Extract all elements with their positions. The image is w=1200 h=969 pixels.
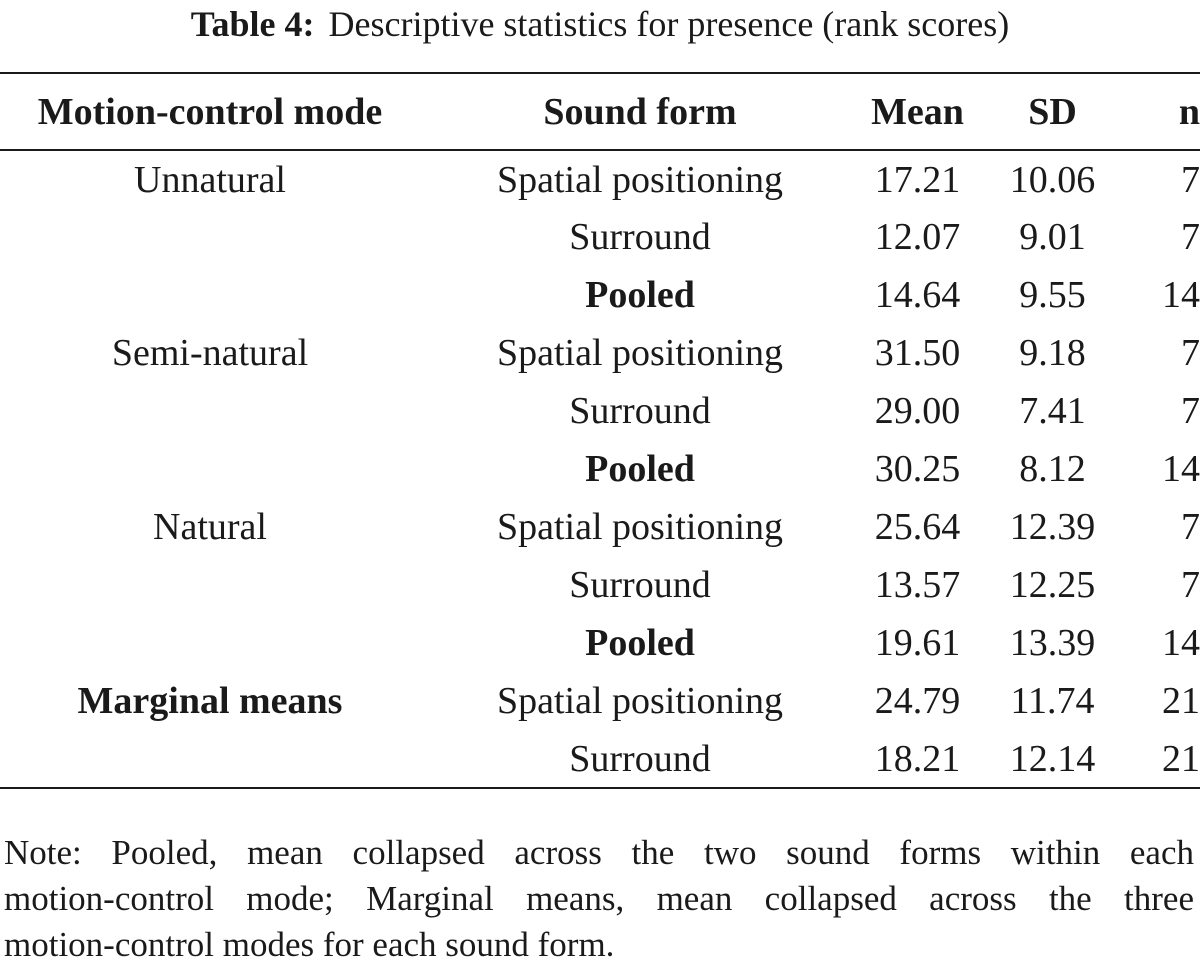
sound-form-cell: Spatial positioning: [496, 680, 784, 722]
header-n: n: [1178, 90, 1200, 133]
table-row: Semi-natural Spatial positioning 31.50 9.18…: [0, 324, 1200, 382]
sd-cell: 9.18: [1019, 332, 1086, 374]
header-mode: Motion-control mode: [37, 90, 383, 133]
sound-form-cell: Pooled: [585, 448, 695, 490]
sound-form-cell: Surround: [569, 390, 711, 432]
n-cell: 21: [1162, 737, 1200, 780]
table-row: Pooled 30.25 8.12 14: [0, 440, 1200, 498]
mode-cell: [0, 614, 420, 672]
mode-cell: [0, 208, 420, 266]
mean-cell: 19.61: [874, 622, 961, 664]
sd-cell: 12.39: [1009, 506, 1096, 548]
table-row: Pooled 19.61 13.39 14: [0, 614, 1200, 672]
n-cell: 14: [1162, 448, 1200, 490]
n-cell: 14: [1162, 274, 1200, 316]
header-mean: Mean: [871, 90, 964, 133]
table-note: Note: Pooled, mean collapsed across the …: [4, 830, 1194, 968]
mean-cell: 14.64: [874, 274, 961, 316]
n-cell: 7: [1181, 390, 1200, 432]
sound-form-cell: Surround: [569, 737, 711, 780]
table-row: Pooled 14.64 9.55 14: [0, 266, 1200, 324]
note-line: motion-control modes for each sound form…: [4, 925, 615, 964]
caption-label: Table 4:: [190, 4, 315, 44]
mode-cell: Marginal means: [77, 680, 343, 722]
table-row: Natural Spatial positioning 25.64 12.39 7: [0, 498, 1200, 556]
mean-cell: 29.00: [874, 390, 961, 432]
mode-cell: [0, 730, 420, 788]
mode-cell: Semi-natural: [111, 332, 309, 374]
sd-cell: 12.25: [1009, 564, 1096, 606]
n-cell: 7: [1181, 506, 1200, 548]
sound-form-cell: Pooled: [585, 622, 695, 664]
note-line: Note: Pooled, mean collapsed across the …: [4, 833, 1194, 872]
header-row: Motion-control mode Sound form Mean SD n: [0, 73, 1200, 150]
mean-cell: 25.64: [874, 506, 961, 548]
mode-cell: [0, 382, 420, 440]
descriptive-statistics-table: Motion-control mode Sound form Mean SD n…: [0, 72, 1200, 789]
sd-cell: 9.01: [1019, 216, 1086, 258]
n-cell: 7: [1181, 158, 1200, 201]
mean-cell: 13.57: [874, 564, 961, 606]
table-caption: Table 4: Descriptive statistics for prese…: [0, 0, 1200, 48]
n-cell: 7: [1181, 332, 1200, 374]
mode-cell: Unnatural: [134, 158, 286, 201]
table-body: Unnatural Spatial positioning 17.21 10.06 7 S…: [0, 150, 1200, 788]
sd-cell: 13.39: [1009, 622, 1096, 664]
caption-text: Descriptive statistics for presence (ran…: [328, 4, 1010, 44]
header-sound-form: Sound form: [543, 90, 737, 133]
mode-cell: [0, 266, 420, 324]
mode-cell: [0, 556, 420, 614]
sd-cell: 9.55: [1019, 274, 1086, 316]
n-cell: 7: [1181, 216, 1200, 258]
mode-cell: [0, 440, 420, 498]
mean-cell: 30.25: [874, 448, 961, 490]
header-sd: SD: [1028, 90, 1077, 133]
table-row: Surround 12.07 9.01 7: [0, 208, 1200, 266]
n-cell: 7: [1181, 564, 1200, 606]
note-line: motion-control mode; Marginal means, mea…: [4, 879, 1194, 918]
sd-cell: 12.14: [1009, 737, 1096, 780]
mode-cell: Natural: [153, 506, 267, 548]
n-cell: 21: [1162, 680, 1200, 722]
table-row: Unnatural Spatial positioning 17.21 10.06 7: [0, 150, 1200, 208]
mean-cell: 17.21: [874, 158, 961, 201]
sd-cell: 11.74: [1010, 680, 1095, 722]
sd-cell: 10.06: [1009, 158, 1096, 201]
sound-form-cell: Pooled: [585, 274, 695, 316]
mean-cell: 12.07: [874, 216, 961, 258]
table-row: Surround 13.57 12.25 7: [0, 556, 1200, 614]
sound-form-cell: Spatial positioning: [496, 332, 784, 374]
sound-form-cell: Surround: [569, 564, 711, 606]
sd-cell: 7.41: [1019, 390, 1086, 432]
mean-cell: 31.50: [874, 332, 961, 374]
sound-form-cell: Surround: [569, 216, 711, 258]
table-row: Surround 29.00 7.41 7: [0, 382, 1200, 440]
table-row: Surround 18.21 12.14 21: [0, 730, 1200, 788]
n-cell: 14: [1162, 622, 1200, 664]
table-row: Marginal means Spatial positioning 24.79 11…: [0, 672, 1200, 730]
sd-cell: 8.12: [1019, 448, 1086, 490]
sound-form-cell: Spatial positioning: [496, 158, 784, 201]
mean-cell: 24.79: [874, 680, 961, 722]
mean-cell: 18.21: [874, 737, 961, 780]
sound-form-cell: Spatial positioning: [496, 506, 784, 548]
